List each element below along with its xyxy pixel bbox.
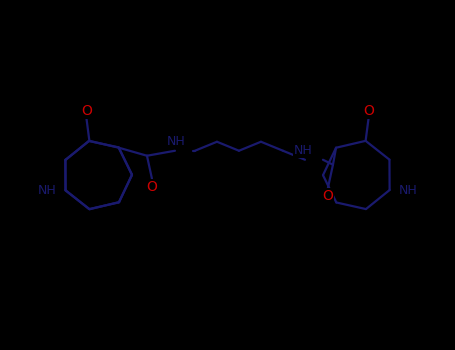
Text: O: O [323,189,334,203]
Text: NH: NH [293,144,312,157]
Text: NH: NH [38,183,56,197]
Text: NH: NH [167,135,185,148]
Text: NH: NH [399,183,417,197]
Text: O: O [363,104,374,118]
Text: O: O [81,104,92,118]
Text: O: O [147,180,157,194]
